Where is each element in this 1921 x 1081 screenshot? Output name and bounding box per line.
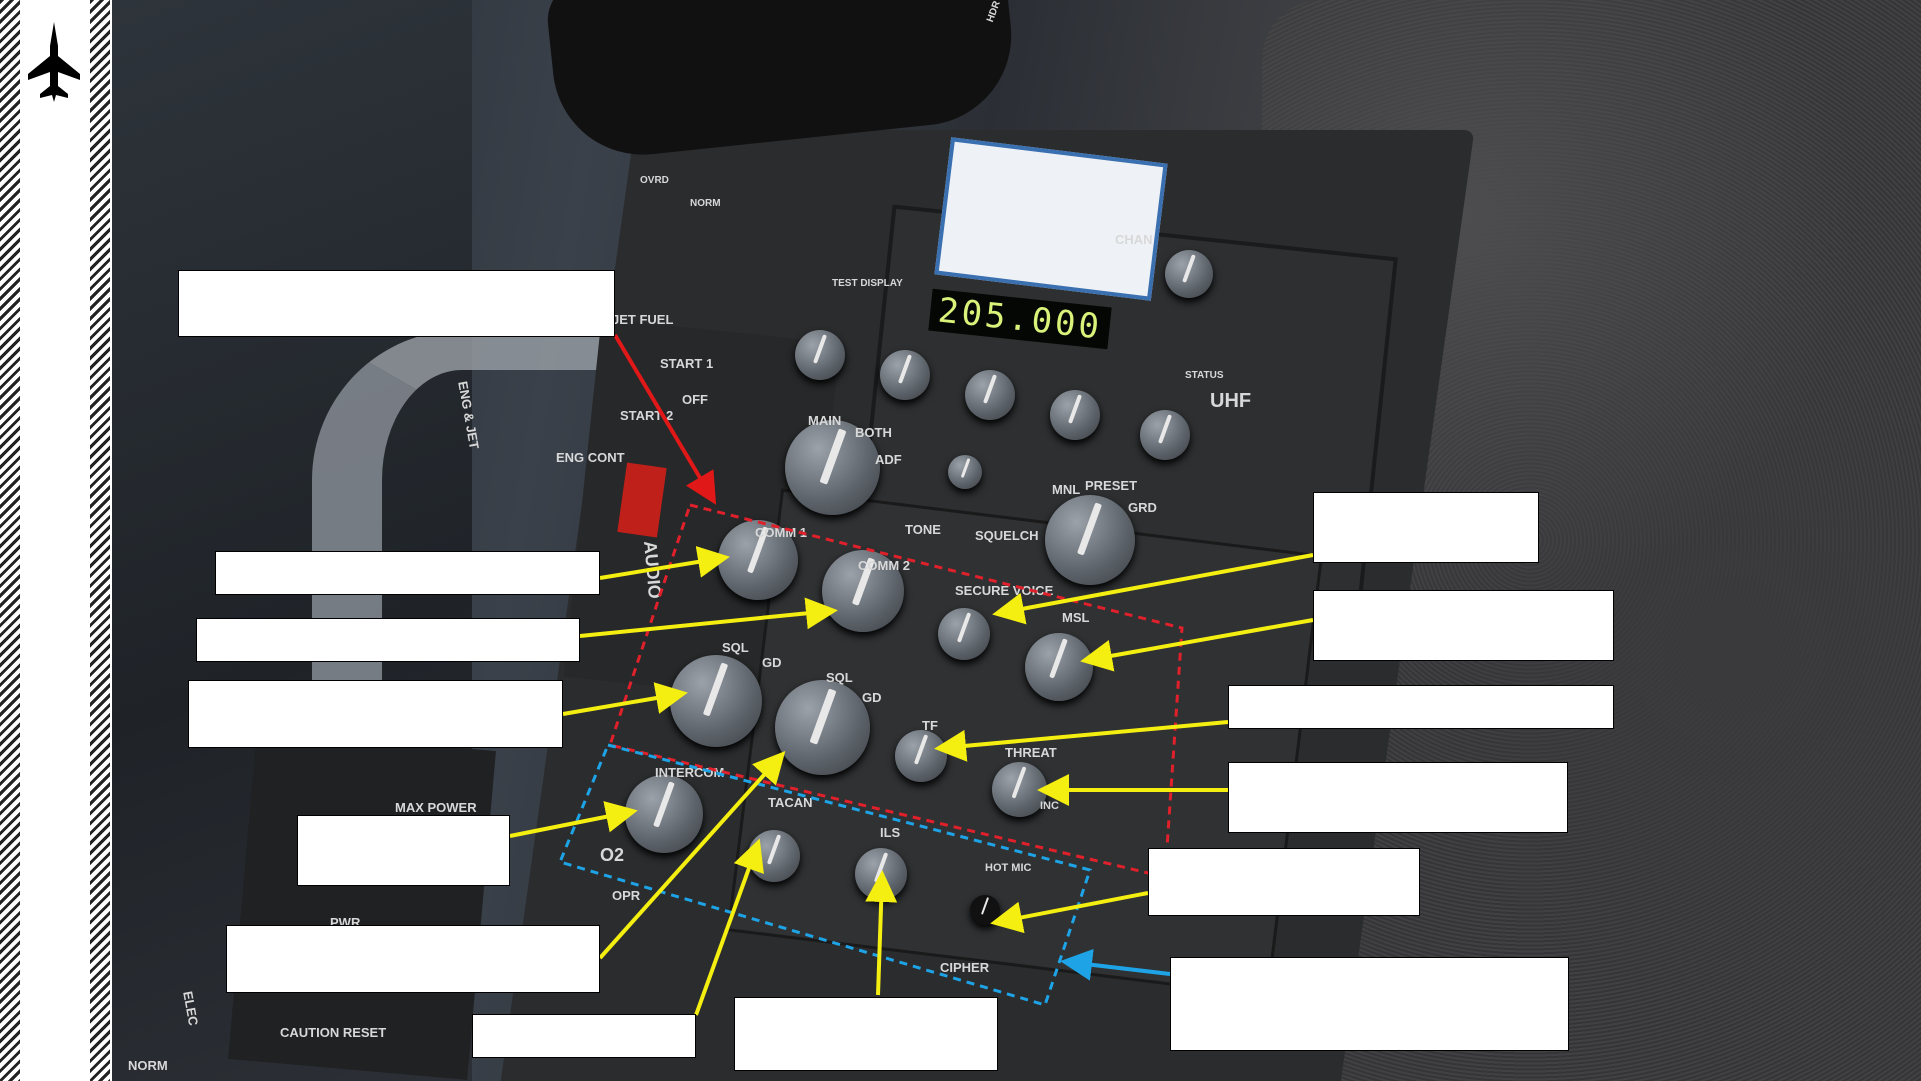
hot-mic-label: HOT MIC bbox=[985, 862, 1032, 874]
tone-label: TONE bbox=[905, 522, 941, 537]
hot-mic-cipher-switch[interactable] bbox=[970, 895, 1000, 925]
secure-voice-label: SECURE VOICE bbox=[955, 583, 1054, 598]
sql1-label: SQL bbox=[722, 640, 749, 655]
norm-label: NORM bbox=[128, 1058, 168, 1073]
threat-knob[interactable] bbox=[992, 762, 1047, 817]
uhf-channel-knob[interactable] bbox=[1165, 250, 1213, 298]
preset-label: PRESET bbox=[1085, 478, 1138, 493]
both-label: BOTH bbox=[855, 425, 892, 440]
grd-label: GRD bbox=[1128, 500, 1157, 515]
ils-label: ILS bbox=[880, 825, 901, 840]
start-off-label: OFF bbox=[682, 392, 708, 407]
uhf-function-knob[interactable] bbox=[785, 420, 880, 515]
fighter-jet-icon bbox=[28, 22, 80, 102]
msl-knob[interactable] bbox=[1025, 633, 1093, 701]
adf-label: ADF bbox=[875, 452, 902, 467]
uhf-freq-knob-3[interactable] bbox=[965, 370, 1015, 420]
tacan-label: TACAN bbox=[768, 795, 813, 810]
callout-intercom-panel bbox=[1170, 957, 1569, 1051]
uhf-mode-knob[interactable] bbox=[1045, 495, 1135, 585]
callout-sql1 bbox=[188, 680, 563, 748]
secure-voice-knob[interactable] bbox=[938, 608, 990, 660]
intercom-label: INTERCOM bbox=[655, 765, 725, 780]
sidebar bbox=[0, 0, 112, 1081]
norm2-label: NORM bbox=[690, 198, 721, 209]
o2-label: O2 bbox=[600, 845, 625, 865]
tf-label: TF bbox=[922, 718, 938, 733]
uhf-freq-knob-5[interactable] bbox=[1140, 410, 1190, 460]
cipher-label: CIPHER bbox=[940, 960, 990, 975]
callout-intercom bbox=[297, 815, 510, 886]
callout-eng-panel bbox=[178, 270, 615, 337]
gd2-label: GD bbox=[862, 690, 882, 705]
uhf-label: UHF bbox=[1210, 390, 1252, 412]
sidebar-stripe-right bbox=[90, 0, 110, 1081]
callout-tacan bbox=[472, 1014, 696, 1058]
max-power-label: MAX POWER bbox=[395, 800, 477, 815]
ils-knob[interactable] bbox=[855, 848, 907, 900]
threat-label: THREAT bbox=[1005, 745, 1057, 760]
uhf-preset-card bbox=[934, 137, 1168, 301]
callout-hot-mic bbox=[1148, 848, 1420, 916]
gd1-label: GD bbox=[762, 655, 782, 670]
start1-label: START 1 bbox=[660, 356, 714, 371]
mnl-label: MNL bbox=[1052, 482, 1081, 497]
sidebar-stripe-left bbox=[0, 0, 20, 1081]
test-display-label: TEST DISPLAY bbox=[832, 278, 903, 289]
callout-secure-voice bbox=[1313, 492, 1539, 563]
comm2-squelch-knob[interactable] bbox=[775, 680, 870, 775]
uhf-freq-knob-4[interactable] bbox=[1050, 390, 1100, 440]
callout-msl bbox=[1313, 590, 1614, 661]
callout-sql2 bbox=[226, 925, 600, 993]
callout-threat bbox=[1228, 762, 1568, 833]
uhf-freq-knob-1[interactable] bbox=[795, 330, 845, 380]
comm1-squelch-knob[interactable] bbox=[670, 655, 762, 747]
comm1-label: COMM 1 bbox=[755, 525, 807, 540]
tf-knob[interactable] bbox=[895, 730, 947, 782]
jet-fuel-label: JET FUEL bbox=[612, 312, 674, 327]
threat-inc-label: INC bbox=[1040, 800, 1059, 812]
callout-ils bbox=[734, 997, 998, 1071]
opr-label: OPR bbox=[612, 888, 641, 903]
uhf-freq-knob-2[interactable] bbox=[880, 350, 930, 400]
main-label: MAIN bbox=[808, 413, 842, 428]
tacan-knob[interactable] bbox=[748, 830, 800, 882]
start2-label: START 2 bbox=[620, 408, 674, 423]
squelch-label: SQUELCH bbox=[975, 528, 1039, 543]
chan-label: CHAN bbox=[1115, 232, 1153, 247]
uhf-volume-knob[interactable] bbox=[948, 455, 982, 489]
callout-comm2 bbox=[196, 618, 580, 662]
caution-reset-label: CAUTION RESET bbox=[280, 1025, 387, 1040]
comm2-label: COMM 2 bbox=[858, 558, 910, 573]
intercom-knob[interactable] bbox=[625, 775, 703, 853]
callout-tf bbox=[1228, 685, 1614, 729]
eng-cont-label: ENG CONT bbox=[556, 450, 625, 465]
callout-comm1 bbox=[215, 551, 600, 595]
status-label: STATUS bbox=[1185, 370, 1224, 381]
ovrd-label: OVRD bbox=[640, 175, 669, 186]
msl-label: MSL bbox=[1062, 610, 1090, 625]
sql2-label: SQL bbox=[826, 670, 853, 685]
